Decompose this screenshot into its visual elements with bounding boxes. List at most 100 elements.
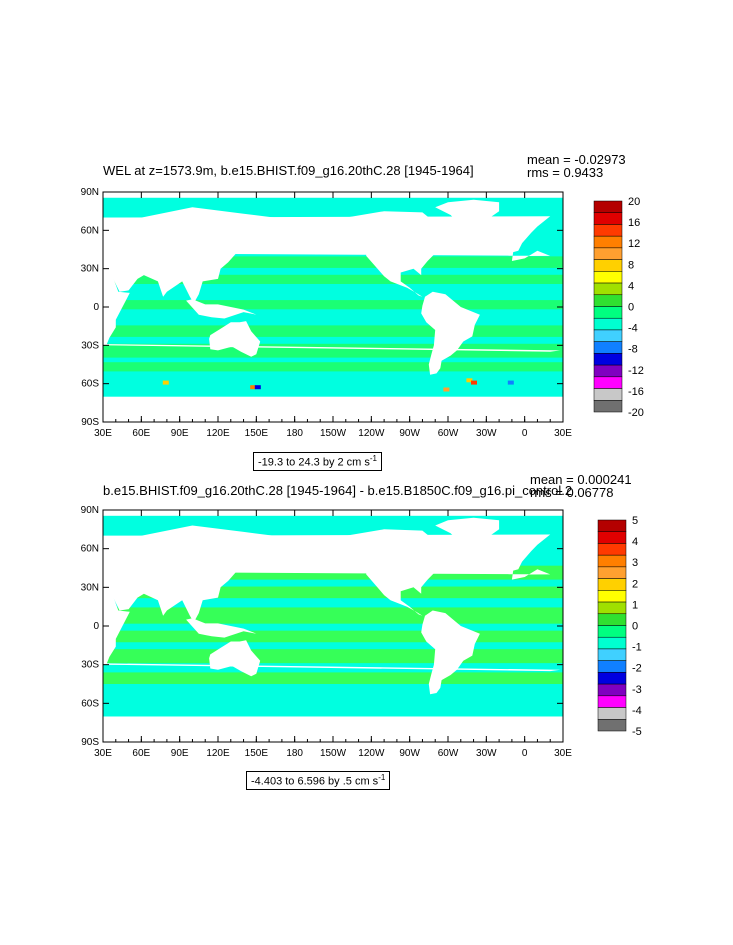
colorbar-swatch (593, 400, 623, 413)
lat-tick-label: 90N (81, 505, 99, 516)
colorbar-swatch (597, 613, 627, 626)
lon-tick-label: 120W (358, 748, 385, 759)
colorbar-label: 8 (628, 259, 634, 271)
lon-tick-label: 30E (94, 748, 112, 759)
lon-tick-label: 30W (476, 748, 497, 759)
panel2-title: b.e15.BHIST.f09_g16.20thC.28 [1945-1964]… (103, 483, 573, 498)
anomaly-spot (471, 380, 477, 385)
colorbar-swatch (593, 282, 623, 296)
colorbar-swatch (593, 212, 623, 225)
colorbar-label: 0 (632, 621, 638, 633)
colorbar-label: -8 (628, 344, 638, 356)
lon-tick-label: 150W (320, 428, 347, 439)
australia-land (209, 321, 261, 357)
colorbar-label: -4 (628, 323, 638, 335)
europe-land (103, 534, 551, 580)
colorbar-swatch (593, 247, 623, 260)
colorbar-swatch (593, 317, 623, 331)
lon-tick-label: 0 (522, 428, 528, 439)
lon-tick-label: 60E (132, 428, 150, 439)
anomaly-spot (162, 380, 169, 385)
colorbar-label: 3 (632, 557, 638, 569)
lon-tick-label: 90W (399, 428, 420, 439)
colorbar-swatch (593, 271, 623, 284)
colorbar-swatch (597, 590, 627, 603)
lon-tick-label: 120E (206, 748, 230, 759)
colorbar-swatch (597, 625, 627, 638)
ocean-band (103, 325, 563, 337)
panel1-rms: rms = 0.9433 (527, 165, 604, 180)
lat-tick-label: 90S (81, 417, 99, 428)
lon-tick-label: 120W (358, 428, 385, 439)
colorbar-label: -5 (632, 726, 642, 738)
panel1-title: WEL at z=1573.9m, b.e15.BHIST.f09_g16.20… (103, 163, 474, 178)
colorbar-label: -1 (632, 642, 642, 654)
lon-tick-label: 30E (554, 748, 572, 759)
lat-tick-label: 60S (81, 698, 99, 709)
panel1-range-text: -19.3 to 24.3 by 2 cm s (258, 456, 370, 469)
colorbar-swatch (597, 554, 627, 568)
ocean-band (103, 256, 563, 268)
colorbar-swatch (593, 353, 623, 366)
colorbar-label: -3 (632, 684, 642, 696)
lon-tick-label: 150E (245, 748, 269, 759)
ocean-band (103, 630, 563, 643)
colorbar-label: -16 (628, 386, 644, 398)
ocean-band (103, 362, 563, 372)
ocean-band (103, 274, 563, 284)
colorbar-swatch (597, 672, 627, 685)
colorbar-swatch (597, 543, 627, 556)
ocean-band (103, 672, 563, 684)
colorbar-swatch (597, 601, 627, 615)
panel2-mean: mean = 0.000241 (530, 472, 632, 487)
anomaly-spot (443, 387, 450, 392)
anomaly-spot (507, 380, 514, 385)
panel2-rms: rms = 0.06778 (530, 485, 614, 500)
lat-tick-label: 30N (81, 264, 99, 275)
colorbar-swatch (593, 341, 623, 354)
lat-tick-label: 60N (81, 225, 99, 236)
colorbar-swatch (593, 235, 623, 249)
lon-tick-label: 150W (320, 748, 347, 759)
panel2-range-label: -4.403 to 6.596 by .5 cm s-1 (246, 771, 391, 790)
colorbar-swatch (597, 566, 627, 579)
lat-tick-label: 90S (81, 737, 99, 748)
colorbar-swatch (593, 364, 623, 378)
colorbar-swatch (593, 259, 623, 272)
colorbar-label: 20 (628, 196, 640, 208)
panel2-range-text: -4.403 to 6.596 by .5 cm s (251, 775, 379, 788)
colorbar-label: 4 (632, 536, 638, 548)
europe-land (103, 216, 551, 261)
colorbar-swatch (597, 531, 627, 544)
colorbar-label: -12 (628, 365, 644, 377)
lon-tick-label: 90W (399, 748, 420, 759)
lon-tick-label: 60E (132, 748, 150, 759)
lon-tick-label: 30W (476, 428, 497, 439)
panel1-range-label: -19.3 to 24.3 by 2 cm s-1 (253, 452, 383, 471)
lon-tick-label: 60W (438, 428, 459, 439)
lon-tick-label: 30E (554, 428, 572, 439)
lon-tick-label: 30E (94, 428, 112, 439)
colorbar-label: -2 (632, 663, 642, 675)
lon-tick-label: 120E (206, 428, 230, 439)
colorbar-swatch (597, 719, 627, 732)
s-america-land (421, 291, 480, 375)
indonesia-land (186, 299, 257, 319)
colorbar-label: -20 (628, 407, 644, 419)
colorbar-swatch (597, 519, 627, 532)
colorbar-label: 4 (628, 280, 634, 292)
lon-tick-label: 90E (171, 428, 189, 439)
ocean-band (103, 586, 563, 599)
colorbar-swatch (593, 200, 623, 213)
colorbar-swatch (597, 683, 627, 697)
colorbar-swatch (597, 695, 627, 708)
colorbar-label: -4 (632, 705, 642, 717)
ocean-field-2 (103, 510, 563, 742)
colorbar-label: 2 (632, 578, 638, 590)
greenland-land (435, 517, 500, 549)
lon-tick-label: 90E (171, 748, 189, 759)
lat-tick-label: 60S (81, 379, 99, 390)
panel1-mean: mean = -0.02973 (527, 152, 626, 167)
lon-tick-label: 0 (522, 748, 528, 759)
